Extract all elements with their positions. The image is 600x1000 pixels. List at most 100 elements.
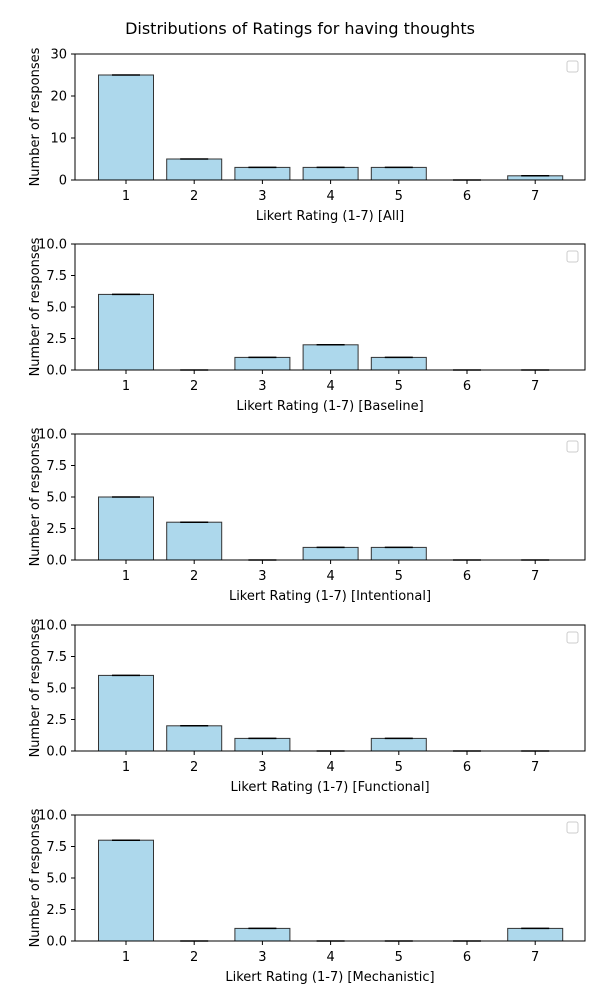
- y-tick-label: 10.0: [38, 809, 67, 824]
- x-tick-label: 1: [122, 379, 130, 394]
- y-tick-label: 10.0: [38, 428, 67, 443]
- y-tick-label: 0.0: [46, 935, 67, 950]
- x-tick-label: 1: [122, 950, 130, 965]
- y-tick-label: 7.5: [46, 269, 67, 284]
- legend-box: [566, 60, 579, 73]
- plot-frame: [74, 53, 586, 181]
- y-tick-label: 20: [50, 90, 67, 105]
- y-axis-label: Number of responses: [28, 808, 43, 947]
- bar-5: [370, 546, 427, 561]
- chart-panel-5: 1 2 3 4 5 6 7 0.0 2.5 5.0 7.5 10.0 Likert Rating (1-…: [28, 808, 586, 985]
- x-tick-label: 4: [326, 189, 334, 204]
- bar-7: [507, 927, 564, 942]
- x-tick-label: 2: [190, 569, 198, 584]
- y-tick-label: 0: [59, 174, 67, 189]
- bar-5: [370, 356, 427, 371]
- x-tick-label: 2: [190, 379, 198, 394]
- x-tick-label: 7: [531, 760, 539, 775]
- x-tick-label: 5: [395, 569, 403, 584]
- x-tick-label: 7: [531, 950, 539, 965]
- bar-1: [98, 496, 154, 561]
- x-tick-label: 6: [463, 569, 471, 584]
- y-tick-label: 5.0: [46, 682, 67, 697]
- x-tick-label: 3: [258, 760, 266, 775]
- y-tick-label: 7.5: [46, 459, 67, 474]
- y-axis-label: Number of responses: [28, 427, 43, 566]
- y-tick-label: 10.0: [38, 238, 67, 253]
- bar-5: [370, 737, 427, 752]
- x-tick-label: 6: [463, 950, 471, 965]
- x-tick-label: 4: [326, 760, 334, 775]
- y-tick-label: 7.5: [46, 840, 67, 855]
- legend-box: [566, 250, 579, 263]
- chart-panels: 1 2 3 4 5 6 7 0 10 20 30 Likert Rating (1-7) [All] N…: [28, 47, 586, 985]
- x-tick-label: 7: [531, 189, 539, 204]
- bar-1: [98, 674, 154, 752]
- x-axis-label: Likert Rating (1-7) [Intentional]: [229, 589, 431, 604]
- y-tick-label: 2.5: [46, 903, 67, 918]
- bar-3: [234, 737, 291, 752]
- x-tick-label: 7: [531, 379, 539, 394]
- x-tick-label: 3: [258, 950, 266, 965]
- x-tick-label: 7: [531, 569, 539, 584]
- x-tick-label: 1: [122, 189, 130, 204]
- x-tick-label: 2: [190, 760, 198, 775]
- x-tick-label: 3: [258, 379, 266, 394]
- x-tick-label: 5: [395, 189, 403, 204]
- bar-2: [166, 725, 223, 752]
- x-axis-label: Likert Rating (1-7) [All]: [256, 209, 404, 224]
- bar-4: [302, 546, 359, 561]
- y-axis-label: Number of responses: [28, 237, 43, 376]
- y-tick-label: 30: [50, 48, 67, 63]
- x-tick-label: 1: [122, 569, 130, 584]
- bar-4: [302, 166, 359, 181]
- x-tick-label: 6: [463, 760, 471, 775]
- bar-4: [302, 344, 359, 371]
- x-axis-label: Likert Rating (1-7) [Mechanistic]: [225, 970, 434, 985]
- x-tick-label: 5: [395, 379, 403, 394]
- x-tick-label: 6: [463, 379, 471, 394]
- x-tick-label: 4: [326, 569, 334, 584]
- x-tick-label: 6: [463, 189, 471, 204]
- y-axis-label: Number of responses: [28, 47, 43, 186]
- x-tick-label: 4: [326, 379, 334, 394]
- y-tick-label: 5.0: [46, 301, 67, 316]
- y-tick-label: 0.0: [46, 364, 67, 379]
- legend-box: [566, 821, 579, 834]
- x-tick-label: 4: [326, 950, 334, 965]
- bar-3: [234, 356, 291, 371]
- x-tick-label: 2: [190, 189, 198, 204]
- y-tick-label: 5.0: [46, 872, 67, 887]
- bar-2: [166, 158, 223, 181]
- y-tick-label: 5.0: [46, 491, 67, 506]
- y-tick-label: 7.5: [46, 650, 67, 665]
- x-tick-label: 5: [395, 760, 403, 775]
- y-tick-label: 2.5: [46, 332, 67, 347]
- x-tick-label: 2: [190, 950, 198, 965]
- legend-box: [566, 631, 579, 644]
- x-axis-label: Likert Rating (1-7) [Baseline]: [236, 399, 423, 414]
- bar-5: [370, 166, 427, 181]
- bar-3: [234, 166, 291, 181]
- y-tick-label: 2.5: [46, 713, 67, 728]
- y-tick-label: 0.0: [46, 554, 67, 569]
- bar-1: [98, 293, 154, 371]
- bar-3: [234, 927, 291, 942]
- chart-panel-2: 1 2 3 4 5 6 7 0.0 2.5 5.0 7.5 10.0 Likert Rating (1-…: [28, 237, 586, 414]
- y-tick-label: 0.0: [46, 745, 67, 760]
- x-tick-label: 3: [258, 189, 266, 204]
- y-tick-label: 10.0: [38, 619, 67, 634]
- chart-panel-4: 1 2 3 4 5 6 7 0.0 2.5 5.0 7.5 10.0 Likert Rating (1-…: [28, 618, 586, 795]
- x-axis-label: Likert Rating (1-7) [Functional]: [230, 780, 429, 795]
- legend-box: [566, 440, 579, 453]
- x-tick-label: 5: [395, 950, 403, 965]
- y-tick-label: 10: [50, 132, 67, 147]
- x-tick-label: 3: [258, 569, 266, 584]
- bar-1: [98, 74, 154, 181]
- bar-2: [166, 521, 223, 561]
- y-tick-label: 2.5: [46, 522, 67, 537]
- bar-1: [98, 839, 154, 942]
- y-axis-label: Number of responses: [28, 618, 43, 757]
- chart-panel-3: 1 2 3 4 5 6 7 0.0 2.5 5.0 7.5 10.0 Likert Rating (1-…: [28, 427, 586, 604]
